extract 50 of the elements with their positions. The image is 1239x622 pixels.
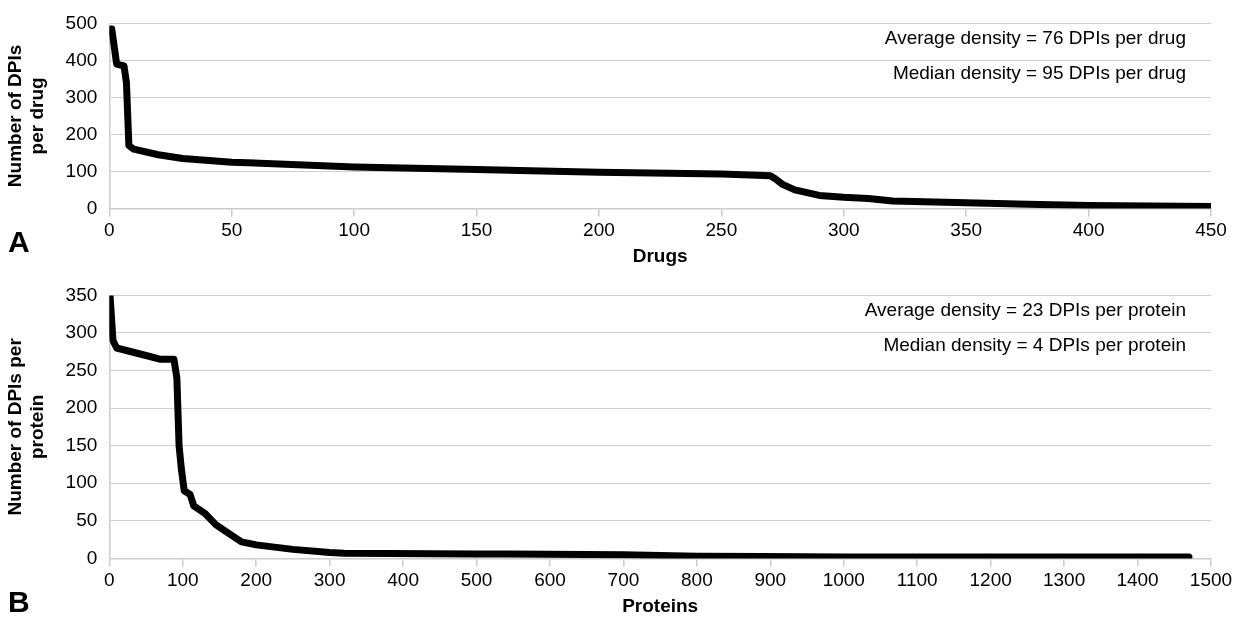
y-axis-title: Number of DPIs per protein: [3, 337, 48, 516]
x-tick-label: 100: [166, 569, 199, 591]
x-tick-label: 100: [338, 219, 370, 241]
x-tick-label: 1300: [1042, 569, 1086, 591]
x-tick-label: 1400: [1116, 569, 1159, 591]
y-axis-title: Number of DPIs per drug: [3, 44, 48, 188]
x-tick-label: 1100: [896, 569, 938, 591]
x-tick-label: 1500: [1189, 569, 1233, 591]
x-tick-label: 250: [705, 219, 738, 241]
y-tick-label: 0: [86, 196, 98, 218]
y-tick-label: 100: [65, 159, 98, 181]
x-tick-label: 400: [1072, 219, 1105, 241]
x-tick-label: 0: [104, 219, 115, 241]
y-tick-label: 200: [65, 396, 98, 418]
x-tick-label: 900: [754, 569, 787, 591]
x-axis-title: Proteins: [622, 594, 699, 616]
x-tick-label: 500: [460, 569, 493, 591]
y-tick-label: 500: [65, 11, 98, 33]
y-tick-label: 0: [86, 546, 98, 568]
y-tick-label: 300: [65, 321, 98, 343]
x-tick-label: 450: [1195, 219, 1227, 241]
x-tick-label: 800: [681, 569, 713, 591]
text: B: [8, 584, 30, 618]
x-tick-label: 700: [607, 569, 640, 591]
x-tick-label: 600: [534, 569, 566, 591]
x-tick-label: 200: [240, 569, 273, 591]
annotation: Average density = 23 DPIs per protein: [864, 299, 1186, 321]
x-tick-label: 400: [387, 569, 419, 591]
text: A: [8, 224, 30, 258]
x-tick-label: 300: [313, 569, 346, 591]
y-tick-label: 100: [65, 471, 98, 493]
annotation: Median density = 95 DPIs per drug: [892, 62, 1186, 84]
y-tick-label: 400: [65, 48, 98, 70]
y-tick-label: 200: [65, 122, 98, 144]
x-tick-label: 150: [460, 219, 493, 241]
y-tick-label: 350: [65, 283, 98, 305]
y-tick-label: 300: [65, 85, 98, 107]
x-tick-label: 350: [950, 219, 983, 241]
x-tick-label: 0: [104, 569, 115, 591]
y-tick-label: 50: [76, 509, 98, 531]
x-tick-label: 50: [221, 219, 243, 241]
y-tick-label: 250: [65, 358, 98, 380]
x-tick-label: 1200: [969, 569, 1012, 591]
x-tick-label: 200: [583, 219, 615, 241]
y-tick-label: 150: [65, 433, 98, 455]
x-tick-label: 300: [827, 219, 860, 241]
x-axis-title: Drugs: [632, 244, 688, 266]
x-tick-label: 1000: [822, 569, 865, 591]
annotation: Median density = 4 DPIs per protein: [883, 334, 1186, 356]
annotation: Average density = 76 DPIs per drug: [884, 27, 1186, 49]
